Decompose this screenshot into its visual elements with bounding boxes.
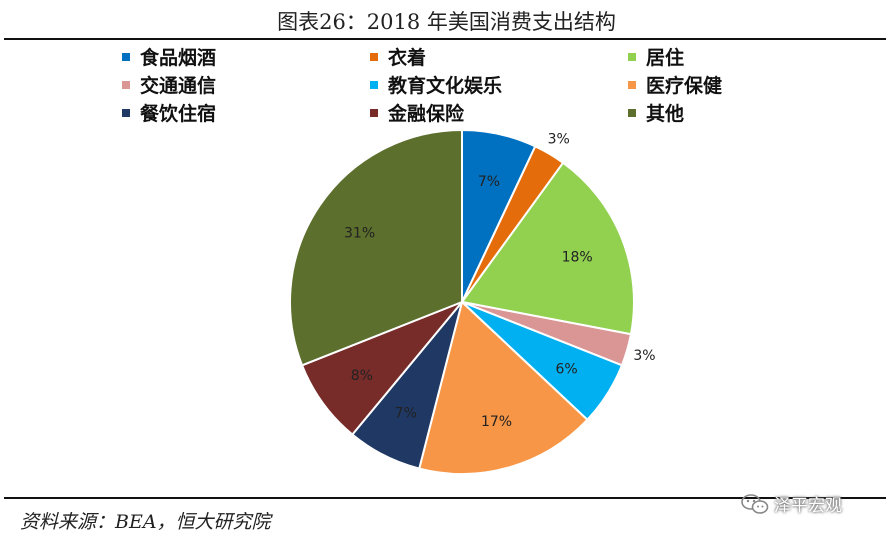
legend-swatch [628,52,636,61]
legend-swatch [370,108,378,117]
chart-title: 图表26：2018 年美国消费支出结构 [277,10,616,34]
data-label: 17% [481,414,512,430]
legend-label: 医疗保健 [646,75,723,97]
legend-label: 衣着 [388,47,427,69]
legend-swatch [122,108,130,117]
legend-item-transport: 交通通信 [122,72,370,97]
data-label: 7% [395,405,417,421]
legend-item-clothing: 衣着 [370,44,628,69]
data-label: 3% [633,348,655,364]
legend-item-dining: 餐饮住宿 [122,100,370,125]
legend-item-education: 教育文化娱乐 [370,72,628,97]
legend-swatch [122,52,130,61]
pie-slice [289,128,463,367]
legend-swatch [628,80,636,89]
watermark-text: 泽平宏观 [774,496,842,516]
chart-legend: 食品烟酒 衣着 居住 交通通信 教育文化娱乐 医疗保健 餐饮住宿 金融保险 其他 [122,44,762,125]
data-label: 18% [562,249,593,265]
data-label: 6% [555,361,577,377]
data-label: 3% [548,131,570,147]
legend-swatch [370,52,378,61]
legend-label: 其他 [646,103,685,125]
data-label: 8% [351,368,373,384]
legend-item-other: 其他 [628,100,762,125]
legend-label: 餐饮住宿 [140,103,217,125]
legend-label: 金融保险 [388,103,465,125]
top-rule [4,38,886,40]
legend-label: 交通通信 [140,75,217,97]
watermark: 泽平宏观 [740,491,842,516]
legend-label: 居住 [646,47,685,69]
wechat-icon [741,493,769,514]
pie-slice [418,300,589,475]
data-label: 7% [478,174,500,190]
pie-slice [460,161,635,336]
bottom-rule [4,497,886,499]
legend-swatch [628,108,636,117]
source-note: 资料来源：BEA，恒大研究院 [20,511,271,533]
legend-swatch [370,80,378,89]
legend-item-medical: 医疗保健 [628,72,762,97]
legend-item-food: 食品烟酒 [122,44,370,69]
legend-label: 教育文化娱乐 [388,75,503,97]
data-label: 31% [344,225,375,241]
legend-item-housing: 居住 [628,44,762,69]
legend-item-finance: 金融保险 [370,100,628,125]
legend-label: 食品烟酒 [140,47,217,69]
legend-swatch [122,80,130,89]
